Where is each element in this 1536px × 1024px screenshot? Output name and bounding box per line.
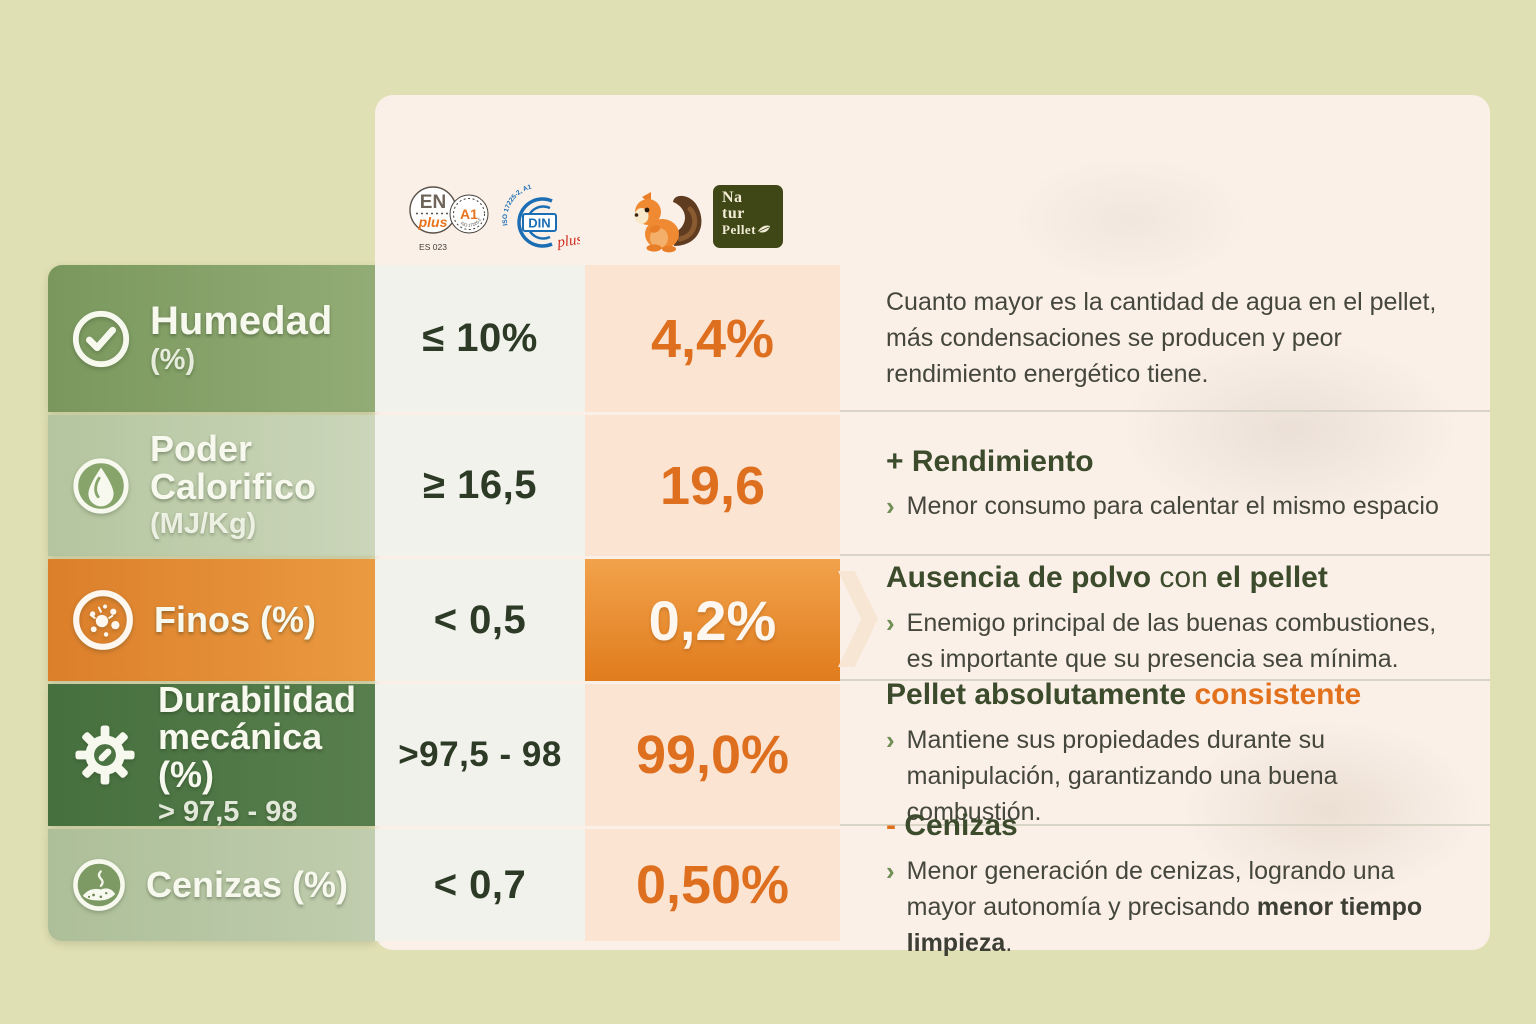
table-row-humedad: Humedad (%) ≤ 10% 4,4% Cuanto mayor es l… bbox=[48, 265, 1490, 412]
table-row-durabilidad: Durabilidad mecánica (%) > 97,5 - 98 >97… bbox=[48, 678, 1490, 829]
description-cell: Ausencia de polvo con el pellet › Enemig… bbox=[838, 559, 1490, 681]
watercolor-stain bbox=[1010, 155, 1250, 285]
chevron-bullet-icon: › bbox=[886, 607, 895, 638]
chevron-bullet-icon: › bbox=[886, 724, 895, 755]
chevron-bullet-icon: › bbox=[886, 491, 895, 522]
label-cell-poder-calorifico: Poder Calorifico (MJ/Kg) bbox=[48, 415, 375, 556]
naturpellet-line2: tur bbox=[722, 205, 745, 223]
dinplus-din-text: DIN bbox=[528, 216, 550, 231]
table-row-poder-calorifico: Poder Calorifico (MJ/Kg) ≥ 16,5 19,6 + R… bbox=[48, 415, 1490, 556]
description-heading: + Rendimiento bbox=[886, 444, 1094, 478]
row-label-line1: Poder bbox=[150, 428, 253, 470]
naturpellet-line3: Pellet bbox=[722, 221, 757, 237]
check-circle-icon bbox=[72, 310, 130, 367]
enplus-en-text: EN bbox=[420, 192, 446, 213]
droplet-icon bbox=[73, 457, 129, 514]
description-bullet: › Menor consumo para calentar el mismo e… bbox=[886, 488, 1456, 524]
chevron-bullet-icon: › bbox=[886, 855, 895, 886]
naturpellet-line1: Na bbox=[722, 189, 743, 206]
threshold-cell: ≤ 10% bbox=[375, 265, 585, 412]
description-bullet: › Mantiene sus propiedades durante su ma… bbox=[886, 722, 1456, 830]
dinplus-plus-text: plus bbox=[555, 232, 580, 251]
row-label-unit: (MJ/Kg) bbox=[150, 507, 257, 540]
enplus-a1-cert-logo: EN plus A1 ISO 17225-2 ES 023 bbox=[409, 186, 489, 252]
row-label-unit: (%) bbox=[150, 343, 196, 376]
label-cell-finos: Finos (%) bbox=[48, 559, 375, 681]
row-label: Finos (%) bbox=[154, 599, 316, 641]
threshold-cell: >97,5 - 98 bbox=[375, 684, 585, 826]
enplus-plus-text: plus bbox=[418, 214, 448, 230]
bullet-text: Menor consumo para calentar el mismo esp… bbox=[906, 492, 1439, 521]
label-cell-humedad: Humedad (%) bbox=[48, 265, 375, 412]
bullet-text: Mantiene sus propiedades durante su mani… bbox=[906, 725, 1338, 826]
description-bullet: › Enemigo principal de las buenas combus… bbox=[886, 605, 1456, 677]
value-cell: 99,0% bbox=[585, 684, 840, 826]
gear-icon bbox=[75, 725, 135, 785]
leaf-icon bbox=[758, 225, 771, 233]
threshold-cell: ≥ 16,5 bbox=[375, 415, 585, 556]
row-label: Humedad bbox=[150, 298, 333, 343]
description-cell: - Cenizas › Menor generación de cenizas,… bbox=[840, 809, 1490, 957]
watercolor-stain bbox=[1180, 720, 1480, 900]
watercolor-stain bbox=[1120, 335, 1460, 525]
row-label: Cenizas (%) bbox=[146, 864, 349, 906]
threshold-cell: < 0,5 bbox=[375, 559, 585, 681]
description-cell: + Rendimiento › Menor consumo para calen… bbox=[840, 415, 1490, 556]
label-cell-durabilidad: Durabilidad mecánica (%) > 97,5 - 98 bbox=[48, 678, 375, 829]
ashes-icon bbox=[73, 859, 125, 911]
value-cell: 0,50% bbox=[585, 829, 840, 941]
value-cell-highlight: 0,2% bbox=[585, 559, 840, 681]
callout-arrow bbox=[838, 571, 878, 667]
specs-table: Humedad (%) ≤ 10% 4,4% Cuanto mayor es l… bbox=[48, 265, 1490, 957]
value-cell: 4,4% bbox=[585, 265, 840, 412]
dust-particles-icon bbox=[73, 590, 133, 650]
description-bullet: › Menor generación de cenizas, logrando … bbox=[886, 853, 1456, 961]
squirrel-icon bbox=[634, 192, 702, 253]
description-heading: Pellet absolutamente consistente bbox=[886, 678, 1362, 712]
table-row-cenizas: Cenizas (%) < 0,7 0,50% - Cenizas › Meno… bbox=[48, 809, 1490, 957]
row-label-line2: Calorifico bbox=[150, 465, 317, 507]
table-row-finos: Finos (%) < 0,5 0,2% Ausencia de polvo c… bbox=[48, 559, 1490, 681]
label-cell-cenizas: Cenizas (%) bbox=[48, 829, 375, 941]
row-label-line2: mecánica (%) bbox=[158, 716, 323, 796]
enplus-grade-text: A1 bbox=[460, 206, 478, 222]
dinplus-cert-logo: ISO 17225-2, A1 DIN plus bbox=[502, 184, 580, 251]
description-cell: Pellet absolutamente consistente › Manti… bbox=[840, 678, 1490, 826]
bullet-text: Menor generación de cenizas, logrando un… bbox=[906, 856, 1423, 957]
description-text: Cuanto mayor es la cantidad de agua en e… bbox=[886, 287, 1437, 388]
value-cell: 19,6 bbox=[585, 415, 840, 556]
enplus-code-text: ES 023 bbox=[419, 242, 447, 252]
bullet-text: Enemigo principal de las buenas combusti… bbox=[906, 608, 1437, 673]
row-label-line1: Durabilidad bbox=[158, 678, 357, 720]
description-heading: - Cenizas bbox=[886, 809, 1018, 843]
row-label-range: > 97,5 - 98 bbox=[158, 796, 298, 829]
threshold-cell: < 0,7 bbox=[375, 829, 585, 941]
description-cell: Cuanto mayor es la cantidad de agua en e… bbox=[840, 265, 1490, 412]
naturpellet-logo: Na tur Pellet bbox=[713, 185, 783, 248]
description-heading: Ausencia de polvo con el pellet bbox=[886, 561, 1328, 595]
